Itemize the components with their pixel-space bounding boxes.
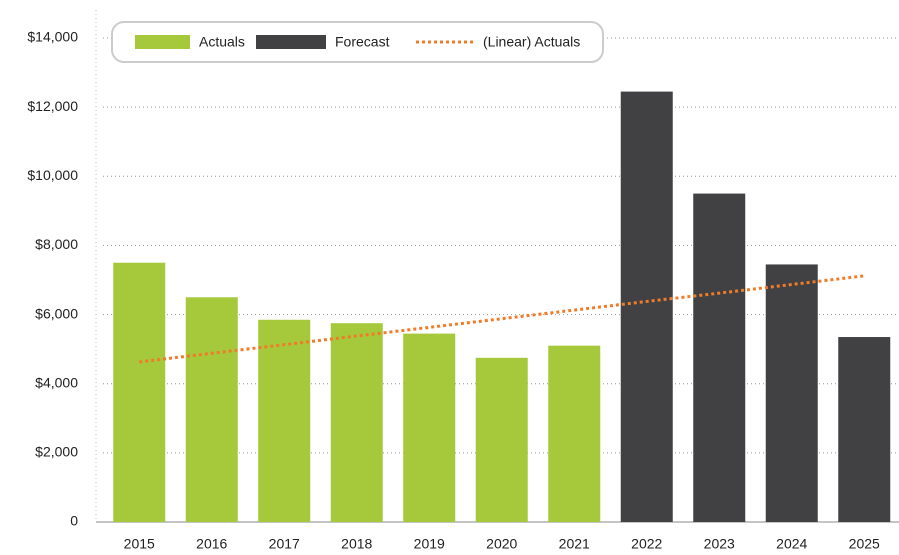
x-tick-label: 2025	[849, 536, 880, 552]
bar	[475, 357, 528, 522]
y-tick-label: $8,000	[35, 236, 78, 252]
legend-label: (Linear) Actuals	[483, 34, 580, 50]
x-tick-label: 2021	[559, 536, 590, 552]
y-tick-label: $10,000	[27, 167, 78, 183]
bar	[403, 333, 456, 522]
bar	[548, 345, 601, 522]
legend-label: Forecast	[335, 34, 390, 50]
y-tick-label: 0	[70, 513, 78, 529]
y-tick-label: $2,000	[35, 444, 78, 460]
x-tick-label: 2015	[124, 536, 155, 552]
bar	[838, 337, 891, 522]
y-tick-label: $6,000	[35, 305, 78, 321]
legend-label: Actuals	[199, 34, 245, 50]
x-tick-label: 2016	[196, 536, 227, 552]
y-tick-label: $12,000	[27, 98, 78, 114]
legend-swatch	[135, 35, 190, 49]
legend-box	[111, 21, 604, 63]
y-tick-label: $14,000	[27, 29, 78, 45]
trend-line	[139, 274, 865, 364]
x-tick-label: 2023	[704, 536, 735, 552]
bar	[258, 319, 311, 522]
x-tick-label: 2018	[341, 536, 372, 552]
legend: Actuals Forecast (Linear) Actuals	[111, 21, 604, 63]
bar	[330, 323, 383, 522]
x-tick-label: 2024	[776, 536, 807, 552]
legend-swatch	[256, 35, 326, 49]
x-tick-label: 2017	[269, 536, 300, 552]
bar	[765, 264, 818, 522]
x-tick-label: 2022	[631, 536, 662, 552]
x-tick-label: 2020	[486, 536, 517, 552]
bar	[693, 193, 746, 523]
y-tick-label: $4,000	[35, 374, 78, 390]
bar	[185, 297, 238, 522]
x-tick-label: 2019	[414, 536, 445, 552]
bar	[620, 91, 673, 522]
bar	[113, 262, 166, 522]
